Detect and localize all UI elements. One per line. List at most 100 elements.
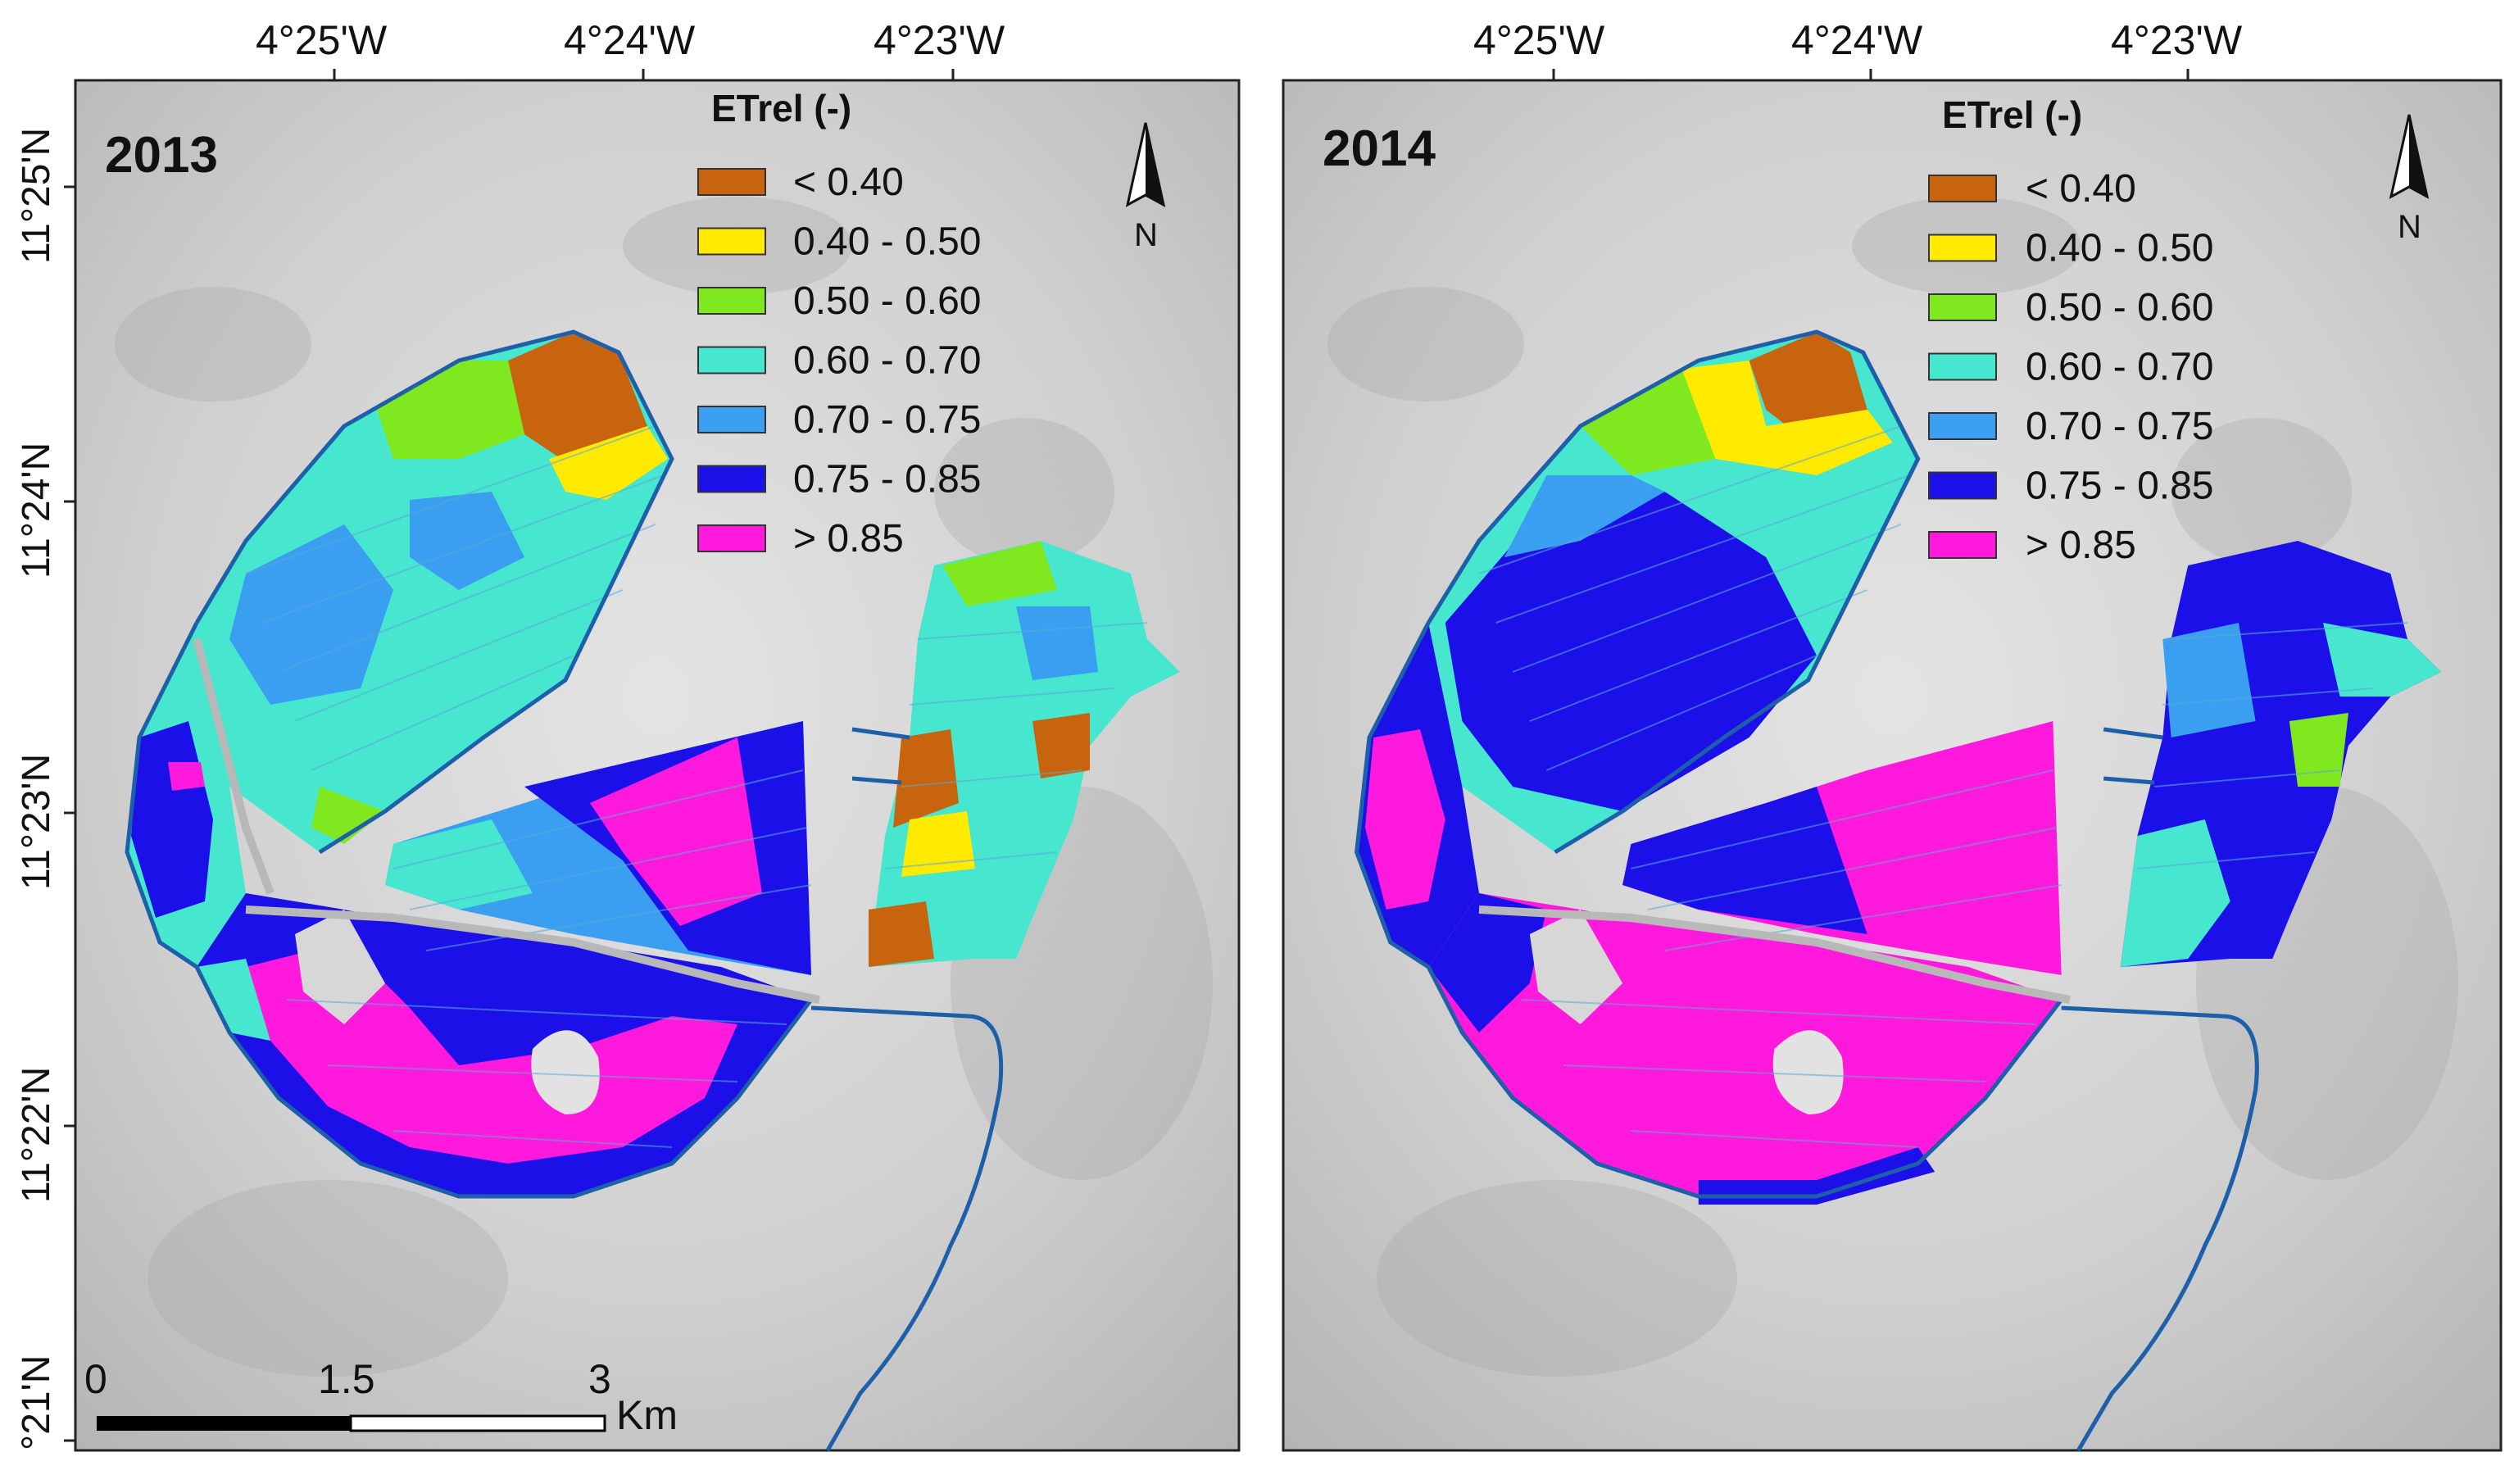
graticule-ticks [1552, 69, 2190, 80]
zone-east-green [942, 541, 1057, 606]
zone-south-teal [197, 959, 270, 1041]
lat-label-11-23: 11°23'N [15, 754, 58, 890]
lat-label-11-21: °21'N [15, 1355, 58, 1450]
legend-items: < 0.40 0.40 - 0.50 0.50 - 0.60 0.60 - 0.70 0… [697, 161, 982, 560]
zone-south-dark [1428, 893, 1547, 1032]
legend-label: 0.50 - 0.60 [2026, 286, 2214, 329]
zone-east-blue [2162, 623, 2256, 737]
north-arrow: N [1125, 122, 1166, 253]
legend-label: 0.75 - 0.85 [2026, 465, 2214, 508]
legend-swatch [1928, 531, 1997, 559]
legend-swatch [697, 524, 766, 552]
zone-nw-orange [508, 332, 647, 467]
legend-title: ETrel (-) [1942, 93, 2082, 136]
north-arrow: N [2389, 114, 2430, 245]
legend-swatch [697, 346, 766, 374]
legend-swatch [1928, 471, 1997, 500]
legend-items: < 0.40 0.40 - 0.50 0.50 - 0.60 0.60 - 0.70 0… [1928, 167, 2214, 567]
lon-label-4-24: 4°24'W [564, 17, 696, 63]
lat-label-11-25: 11°25'N [15, 128, 58, 264]
field-grid [1478, 425, 2408, 1148]
zone-east-orange [893, 729, 959, 828]
graticule-ticks [64, 69, 955, 1442]
zone-east-blue [1016, 606, 1098, 680]
zone-east-teal [2120, 819, 2230, 967]
legend-label: 0.40 - 0.50 [793, 220, 982, 264]
zone-nw-green [377, 361, 524, 459]
map-panel-2014: 2014 ETrel (-) < 0.40 0.40 - 0.50 0.50 - 0… [1282, 17, 2503, 1452]
zone-central-magenta [590, 737, 762, 926]
legend: ETrel (-) < 0.40 0.40 - 0.50 0.50 - 0.60 0.… [1928, 93, 2214, 567]
legend-label: 0.70 - 0.75 [793, 398, 982, 442]
zone-west-magenta [168, 762, 205, 791]
zone-nw-blue [229, 524, 393, 705]
legend-swatch [1928, 412, 1997, 440]
zone-south-void [1772, 1030, 1844, 1114]
north-label: N [1134, 217, 1158, 253]
legend-swatch [1928, 234, 1997, 262]
road [245, 905, 820, 1004]
legend-label: 0.50 - 0.60 [793, 279, 982, 323]
scale-unit: Km [616, 1392, 678, 1438]
lon-label-4-23: 4°23'W [2111, 17, 2243, 63]
zone-central-dark [1622, 787, 1867, 934]
zone-south-dark2 [1698, 1147, 1935, 1205]
legend-label: 0.70 - 0.75 [2026, 405, 2214, 448]
legend-swatch [697, 287, 766, 315]
legend-label: 0.40 - 0.50 [2026, 227, 2214, 270]
zone-nw-yellow [549, 426, 668, 500]
year-label: 2013 [105, 127, 218, 184]
legend-title: ETrel (-) [711, 87, 851, 129]
north-label: N [2398, 209, 2421, 245]
field-grid [245, 425, 1148, 1148]
canal-network [125, 329, 1004, 1452]
legend-label: < 0.40 [2026, 167, 2136, 211]
legend-swatch [1928, 175, 1997, 202]
zone-central-teal [385, 819, 533, 910]
zone-south-void [531, 1030, 600, 1114]
irrigation-zones [1356, 332, 2442, 1205]
lon-label-4-25: 4°25'W [1473, 17, 1605, 63]
zone-south-void2 [1529, 910, 1623, 1024]
scale-bar-black [97, 1416, 351, 1431]
zone-nw-yellow [1681, 361, 1893, 475]
scale-label-3: 3 [588, 1356, 611, 1402]
scale-label-0: 0 [84, 1356, 107, 1402]
zone-west-magenta [1364, 729, 1445, 910]
zone-nw-blue2 [410, 492, 524, 590]
legend-swatch [697, 168, 766, 196]
zone-east-yellow [901, 811, 975, 877]
legend-swatch [1928, 293, 1997, 321]
zone-east-orange3 [1032, 713, 1090, 778]
zone-east-teal2 [2323, 623, 2442, 697]
canal-network [1355, 329, 2259, 1452]
road-diag [193, 638, 275, 895]
legend-label: < 0.40 [793, 161, 904, 204]
zone-east-orange2 [869, 901, 934, 967]
legend-label: 0.60 - 0.70 [2026, 346, 2214, 389]
legend-label: > 0.85 [793, 517, 904, 560]
terrain-texture [1327, 197, 2458, 1377]
legend-label: 0.60 - 0.70 [793, 339, 982, 383]
legend: ETrel (-) < 0.40 0.40 - 0.50 0.50 - 0.60 0.… [697, 87, 982, 560]
road [1478, 905, 2071, 1004]
legend-swatch [697, 406, 766, 433]
zone-east-green [2289, 713, 2348, 787]
zone-nw-dark [1445, 492, 1817, 811]
zone-nw-green [1580, 369, 1716, 475]
zone-south-void2 [295, 910, 385, 1024]
legend-swatch [697, 465, 766, 493]
legend-label: 0.75 - 0.85 [793, 458, 982, 501]
legend-label: > 0.85 [2026, 524, 2136, 567]
scale-bar: 0 1.5 3 Km [84, 1356, 678, 1438]
zone-nw-blue [1504, 475, 1665, 557]
scale-bar-white [349, 1414, 606, 1432]
legend-swatch [1928, 352, 1997, 381]
zone-nw-lowgreen [311, 787, 385, 844]
year-label: 2014 [1323, 120, 1436, 177]
lat-label-11-24: 11°24'N [15, 442, 58, 579]
legend-swatch [697, 227, 766, 256]
lat-label-11-22: 11°22'N [15, 1067, 58, 1203]
lon-label-4-23: 4°23'W [874, 17, 1005, 63]
